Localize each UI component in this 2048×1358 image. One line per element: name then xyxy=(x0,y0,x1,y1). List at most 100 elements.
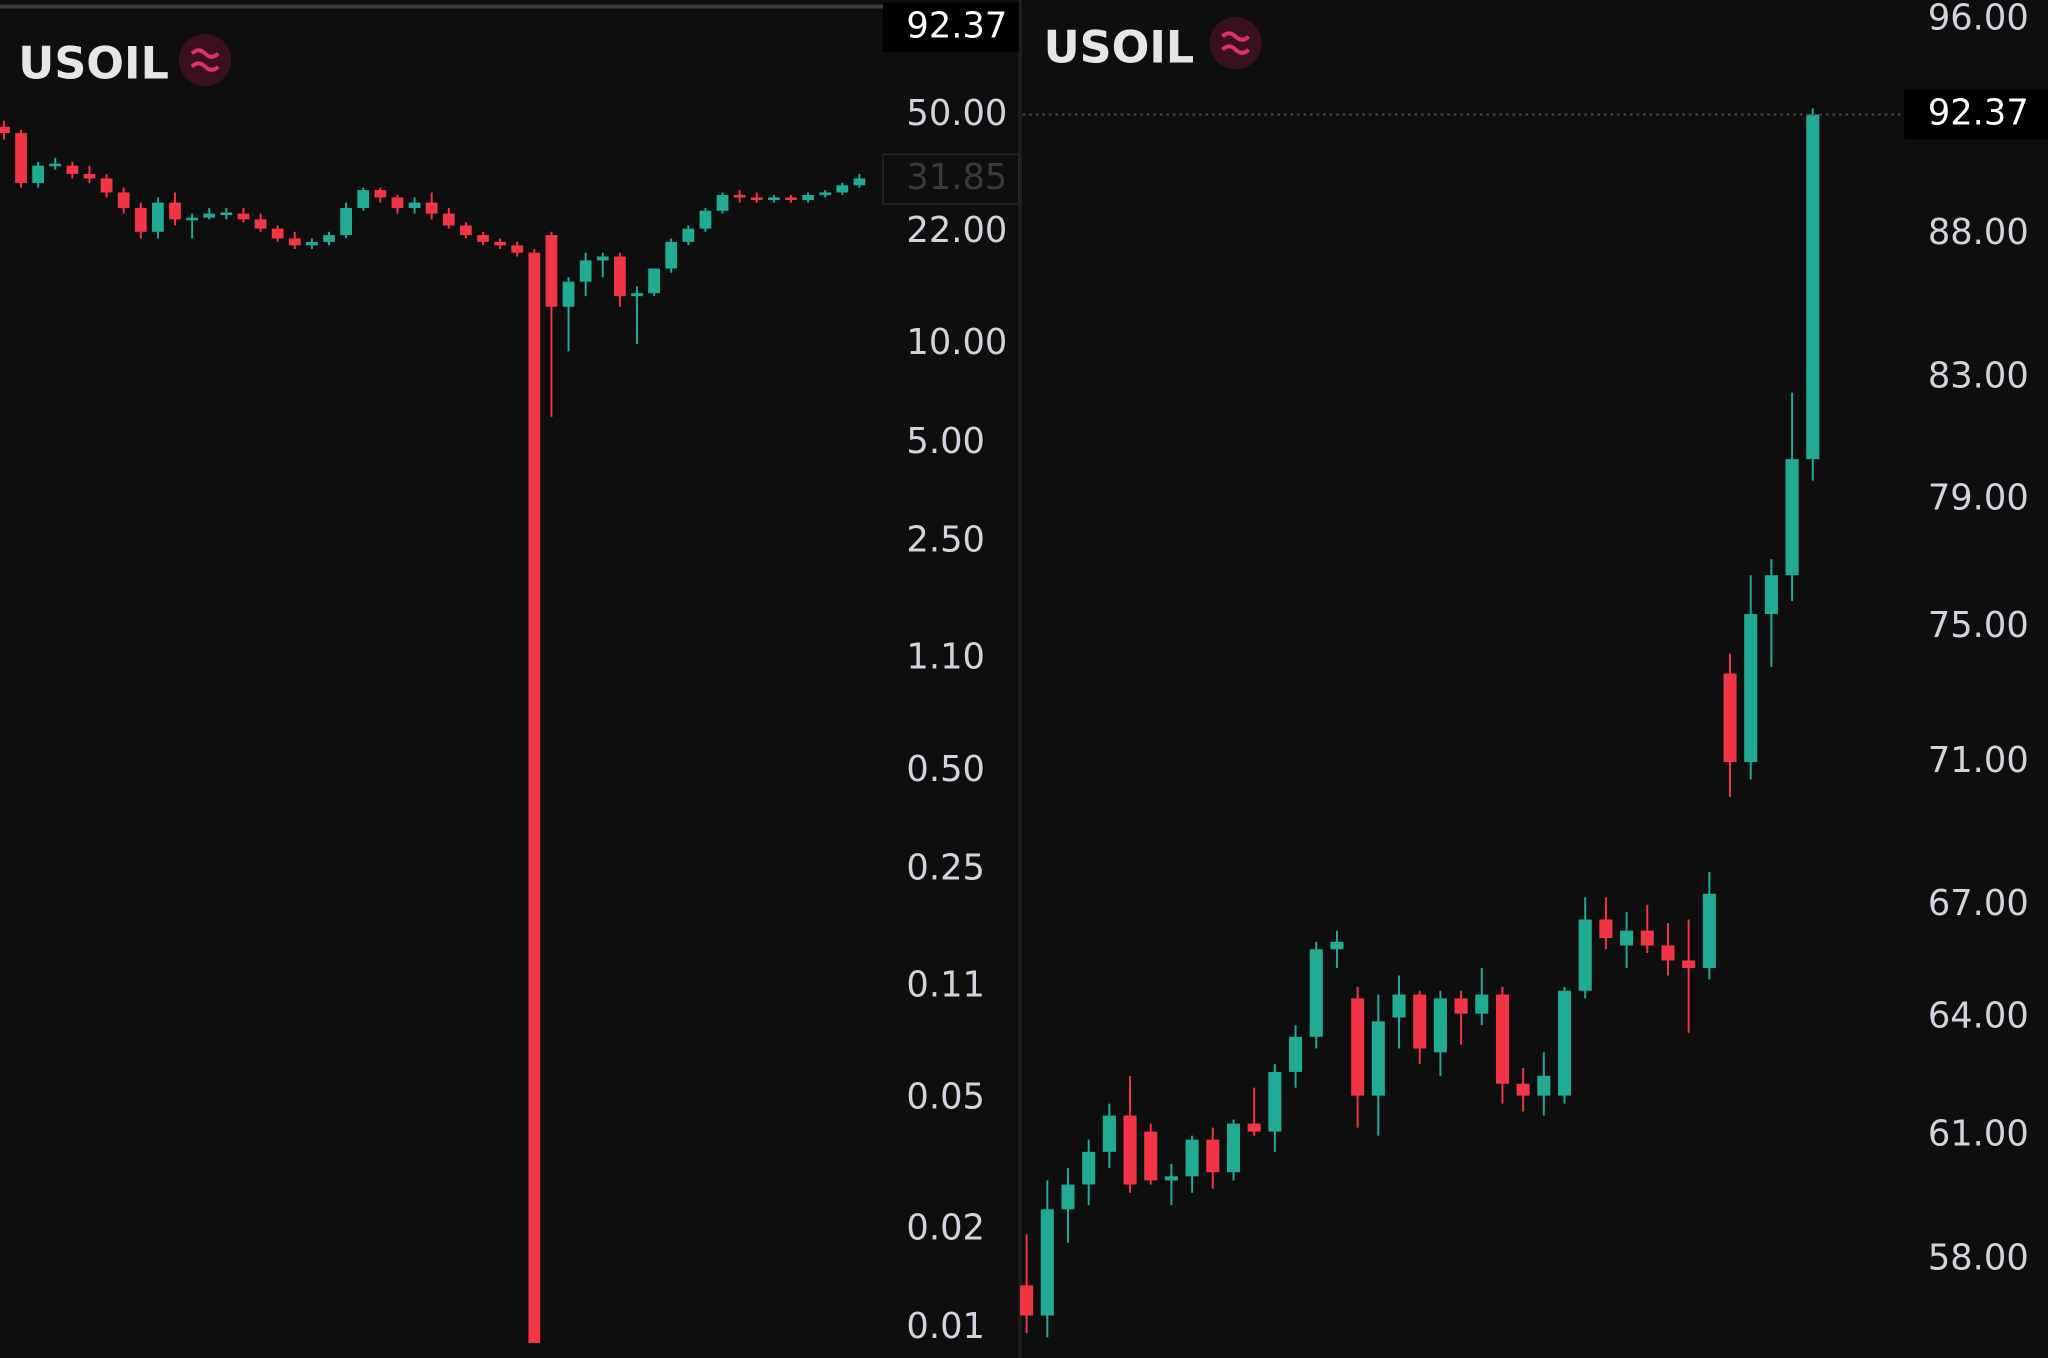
candle-body xyxy=(1185,1139,1199,1177)
candle-body xyxy=(1289,1036,1303,1072)
candle-body xyxy=(1557,990,1572,1096)
candle-body xyxy=(733,194,746,198)
candle-body xyxy=(1123,1115,1137,1185)
candle-body xyxy=(631,293,643,297)
candle-body xyxy=(1744,614,1758,763)
candle-body xyxy=(1454,998,1468,1014)
y-tick-label: 2.50 xyxy=(906,520,985,561)
candle-body xyxy=(66,165,79,175)
candle-body xyxy=(460,225,472,236)
candle-body xyxy=(1661,945,1675,961)
y-tick-label: 10.00 xyxy=(906,322,1007,363)
candle-body xyxy=(1785,459,1799,576)
candle-body xyxy=(1495,994,1509,1084)
y-tick-label: 96.00 xyxy=(1928,0,2029,39)
candle-body xyxy=(699,210,712,229)
y-tick-label: 1.10 xyxy=(906,636,985,677)
candle-body xyxy=(1682,960,1696,969)
candle-body xyxy=(117,192,130,209)
candle-body xyxy=(1475,994,1489,1014)
candle-body xyxy=(1723,673,1737,763)
chart-title: USOIL xyxy=(1044,23,1195,74)
candle-body xyxy=(288,238,301,246)
candle-body xyxy=(49,163,62,167)
y-tick-label: 88.00 xyxy=(1928,212,2029,253)
indicator-icon xyxy=(178,33,232,87)
candle-body xyxy=(836,185,849,193)
candle-body xyxy=(374,190,387,198)
candle-body xyxy=(750,197,763,201)
price-tag-box xyxy=(882,153,1020,205)
candle-body xyxy=(1764,575,1778,615)
candle-body xyxy=(1102,1115,1116,1152)
price-tag: 92.37 xyxy=(906,5,1007,46)
candle-body xyxy=(237,213,250,220)
candle-body xyxy=(1144,1131,1158,1181)
candle-body xyxy=(477,235,489,242)
candle-body xyxy=(152,202,164,232)
y-tick-label: 79.00 xyxy=(1928,477,2029,518)
y-tick-label: 50.00 xyxy=(906,93,1007,134)
candle-body xyxy=(1247,1123,1261,1132)
candle-body xyxy=(528,252,541,1343)
y-tick-label: 61.00 xyxy=(1928,1114,2029,1155)
candle-body xyxy=(1516,1083,1530,1096)
candle-body xyxy=(391,197,404,209)
candle-body xyxy=(562,281,575,307)
candle-body xyxy=(1392,994,1406,1018)
candle-body xyxy=(83,174,96,179)
candle-body xyxy=(220,212,233,216)
y-tick-label: 0.01 xyxy=(906,1306,985,1347)
y-tick-label: 58.00 xyxy=(1928,1238,2029,1279)
y-tick-label: 5.00 xyxy=(906,421,985,462)
candle-body xyxy=(306,241,318,246)
candle-body xyxy=(408,202,421,209)
indicator-icon xyxy=(1209,16,1262,70)
chart-title: USOIL xyxy=(18,38,169,89)
y-tick-label: 75.00 xyxy=(1928,605,2029,646)
y-tick-label: 83.00 xyxy=(1928,356,2029,397)
candle-body xyxy=(1620,930,1634,946)
candle-body xyxy=(1640,930,1654,946)
candle-body xyxy=(442,213,455,226)
candle-body xyxy=(100,178,113,193)
price-tag-box xyxy=(882,2,1019,53)
candle-body xyxy=(271,228,284,239)
candle-body xyxy=(1164,1176,1178,1181)
candle-body xyxy=(1040,1209,1054,1316)
candle-body xyxy=(802,194,814,201)
candle-body xyxy=(1806,114,1820,460)
candle-body xyxy=(579,260,592,282)
y-tick-label: 0.02 xyxy=(906,1207,985,1248)
candle-body xyxy=(1433,998,1447,1053)
candle-body xyxy=(357,190,370,209)
candle-body xyxy=(1702,893,1716,969)
candle-body xyxy=(665,241,678,269)
candle-body xyxy=(0,126,10,134)
candle-body xyxy=(1309,949,1323,1037)
candle-body xyxy=(1599,919,1613,939)
candle-body xyxy=(614,256,626,297)
candle-body xyxy=(1413,994,1427,1049)
candle-body xyxy=(1371,1021,1385,1096)
candle-body xyxy=(1537,1075,1551,1096)
candle-body xyxy=(425,202,438,214)
candle-body xyxy=(1578,919,1592,991)
price-tag: 31.85 xyxy=(906,157,1007,198)
y-tick-label: 67.00 xyxy=(1928,883,2029,924)
candle-body xyxy=(169,202,181,220)
price-tag: 92.37 xyxy=(1928,93,2029,134)
candle-body xyxy=(1206,1139,1220,1173)
candle-body xyxy=(716,194,729,211)
candle-body xyxy=(1061,1184,1075,1210)
candle-body xyxy=(648,268,660,294)
candle-body xyxy=(1020,1285,1034,1316)
y-tick-label: 22.00 xyxy=(906,210,1007,251)
candle-body xyxy=(596,256,609,261)
candle-body xyxy=(545,235,558,307)
candle-body xyxy=(186,217,199,221)
candle-body xyxy=(768,197,780,201)
